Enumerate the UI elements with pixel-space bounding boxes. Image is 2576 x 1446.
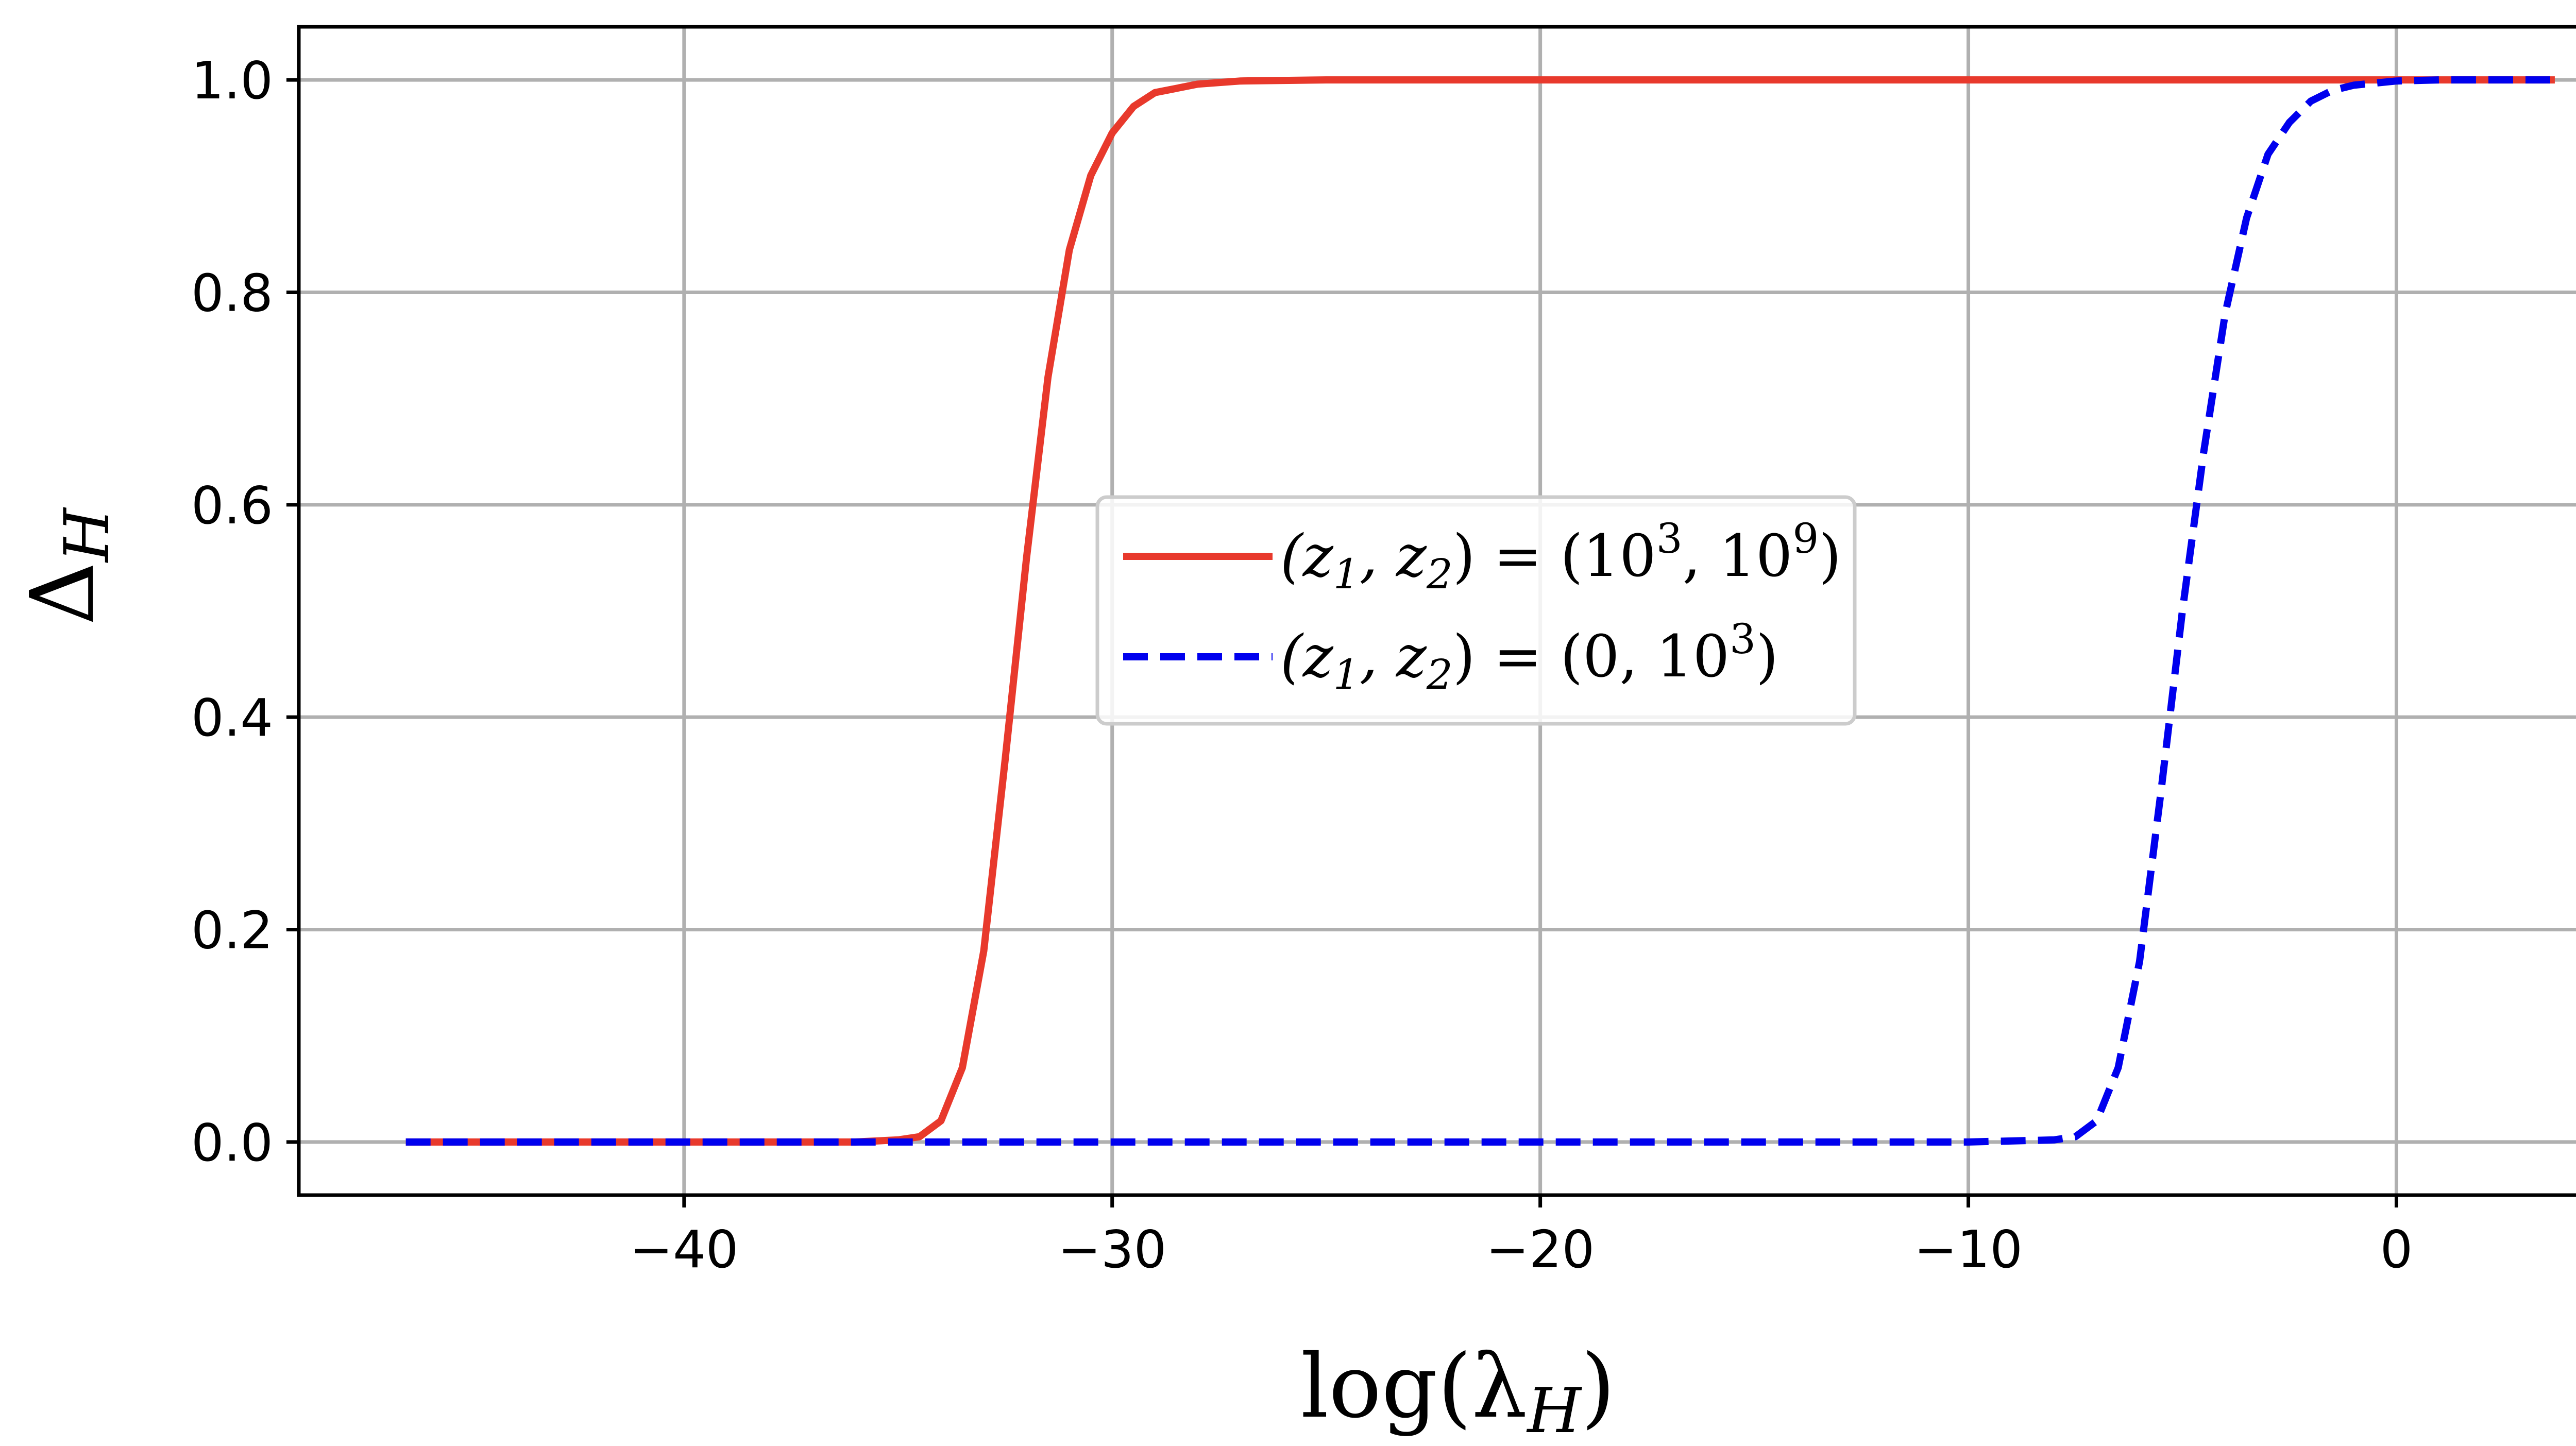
x-title-main: log(λ xyxy=(1301,1336,1528,1438)
series-line-2 xyxy=(405,76,2555,1146)
x-tick-label: −20 xyxy=(1486,1219,1595,1280)
plot-frame xyxy=(297,25,2576,1197)
series-group xyxy=(405,76,2555,1146)
y-title-sub: H xyxy=(52,507,123,563)
tick-group: −40 −30 −20 −10 0 0.0 0.2 0.4 0.6 0.8 1.0 xyxy=(191,50,2413,1280)
legend-label-2: (z1, z2) = (0, 103) xyxy=(1280,615,1778,699)
series-line-1 xyxy=(405,76,2555,1146)
y-tick-label: 0.2 xyxy=(191,900,273,961)
y-tick-label: 0.0 xyxy=(191,1113,273,1173)
y-tick-label: 0.4 xyxy=(191,688,273,748)
y-tick-label: 0.6 xyxy=(191,475,273,536)
y-tick-label: 0.8 xyxy=(191,263,273,323)
legend-label-1: (z1, z2) = (103, 109) xyxy=(1280,515,1841,598)
y-tick-label: 1.0 xyxy=(191,50,273,111)
x-tick-label: 0 xyxy=(2380,1219,2413,1280)
x-title-end: ) xyxy=(1581,1336,1615,1438)
x-title-sub: H xyxy=(1526,1375,1582,1446)
y-axis-title: ΔH xyxy=(12,507,123,625)
x-tick-label: −40 xyxy=(630,1219,738,1280)
x-tick-label: −30 xyxy=(1058,1219,1166,1280)
x-axis-title: log(λH) xyxy=(1301,1336,1616,1446)
x-tick-label: −10 xyxy=(1914,1219,2023,1280)
y-title-main: Δ xyxy=(12,562,114,625)
legend: (z1, z2) = (103, 109) (z1, z2) = (0, 103… xyxy=(1095,495,1857,726)
legend-box xyxy=(1095,495,1857,726)
